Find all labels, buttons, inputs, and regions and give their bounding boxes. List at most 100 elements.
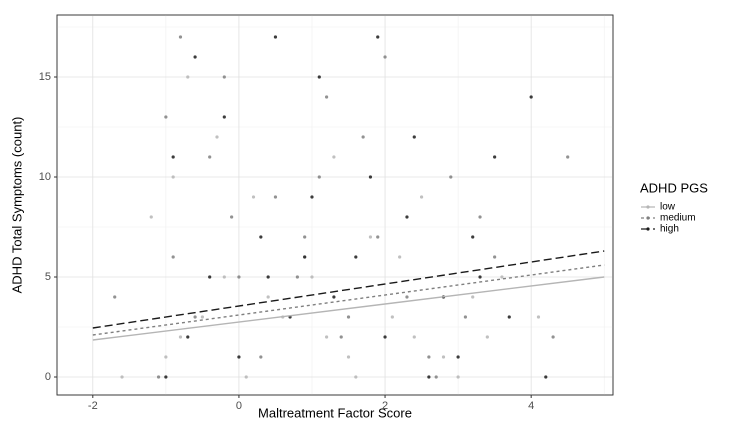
point [295,275,299,279]
point [164,115,168,119]
x-tick-label: 0 [236,400,242,412]
point [368,235,373,239]
legend-label: high [660,224,679,235]
y-tick-label: 5 [45,271,51,283]
point [463,315,468,319]
point [149,215,153,219]
point [222,275,226,279]
point [434,375,438,379]
panel [56,14,614,396]
point [266,275,270,279]
point [412,335,416,339]
point [383,55,387,59]
point [346,315,351,319]
point [259,355,263,359]
point [310,195,314,199]
point [566,155,570,159]
point [237,275,241,279]
point [332,295,336,299]
point [186,75,190,79]
point [427,355,431,359]
point [456,375,460,379]
point [471,235,475,239]
x-tick-label: 2 [382,400,388,412]
point [215,135,219,139]
point [551,335,555,339]
point [208,275,212,279]
point [332,155,336,159]
point [427,375,431,379]
y-axis-title: ADHD Total Symptoms (count) [9,117,24,294]
fit-line [92,250,605,329]
point [456,355,460,359]
point [171,255,175,259]
point [493,155,497,159]
y-tick-label: 0 [45,371,51,383]
point [493,255,497,259]
legend-key-point [646,205,650,209]
point [383,335,387,339]
point [193,315,197,319]
point [156,375,161,379]
y-tick-label: 15 [39,71,51,83]
point [441,355,446,359]
point [303,235,307,239]
point [478,275,482,279]
fit-line [92,276,605,341]
point [398,255,402,259]
point [419,195,424,199]
point [412,135,416,139]
legend-title: ADHD PGS [640,180,708,195]
point [536,315,541,319]
point [478,215,482,219]
point [324,335,329,339]
point [178,35,183,39]
point [354,375,358,379]
point [178,335,183,339]
point [244,375,248,379]
legend-key-point [646,227,650,231]
point [222,115,226,119]
point [208,155,212,159]
point [529,95,533,99]
point [237,355,241,359]
point [376,35,380,39]
point [346,355,351,359]
point [164,375,168,379]
point [449,175,453,179]
point [171,175,175,179]
panel [56,14,614,396]
point [339,335,343,339]
point [354,255,358,259]
point [273,35,278,39]
point [324,95,329,99]
fit-line [92,264,605,336]
x-axis-title: Maltreatment Factor Score [258,405,412,420]
point [368,175,373,179]
point [230,215,234,219]
point [193,55,197,59]
point [361,135,365,139]
point [222,75,226,79]
point [390,315,394,319]
point [500,275,504,279]
legend-label: medium [660,213,696,224]
point [120,375,124,379]
x-tick-label: -2 [88,400,98,412]
point [113,295,117,299]
point [200,315,204,319]
point [251,195,256,199]
point [259,235,263,239]
point [303,255,307,259]
point [405,295,409,299]
y-tick-label: 10 [39,171,51,183]
point [317,75,321,79]
point [266,295,270,299]
point [544,375,548,379]
point [405,215,409,219]
point [310,275,314,279]
point [317,175,321,179]
point [485,335,489,339]
point [471,295,475,299]
